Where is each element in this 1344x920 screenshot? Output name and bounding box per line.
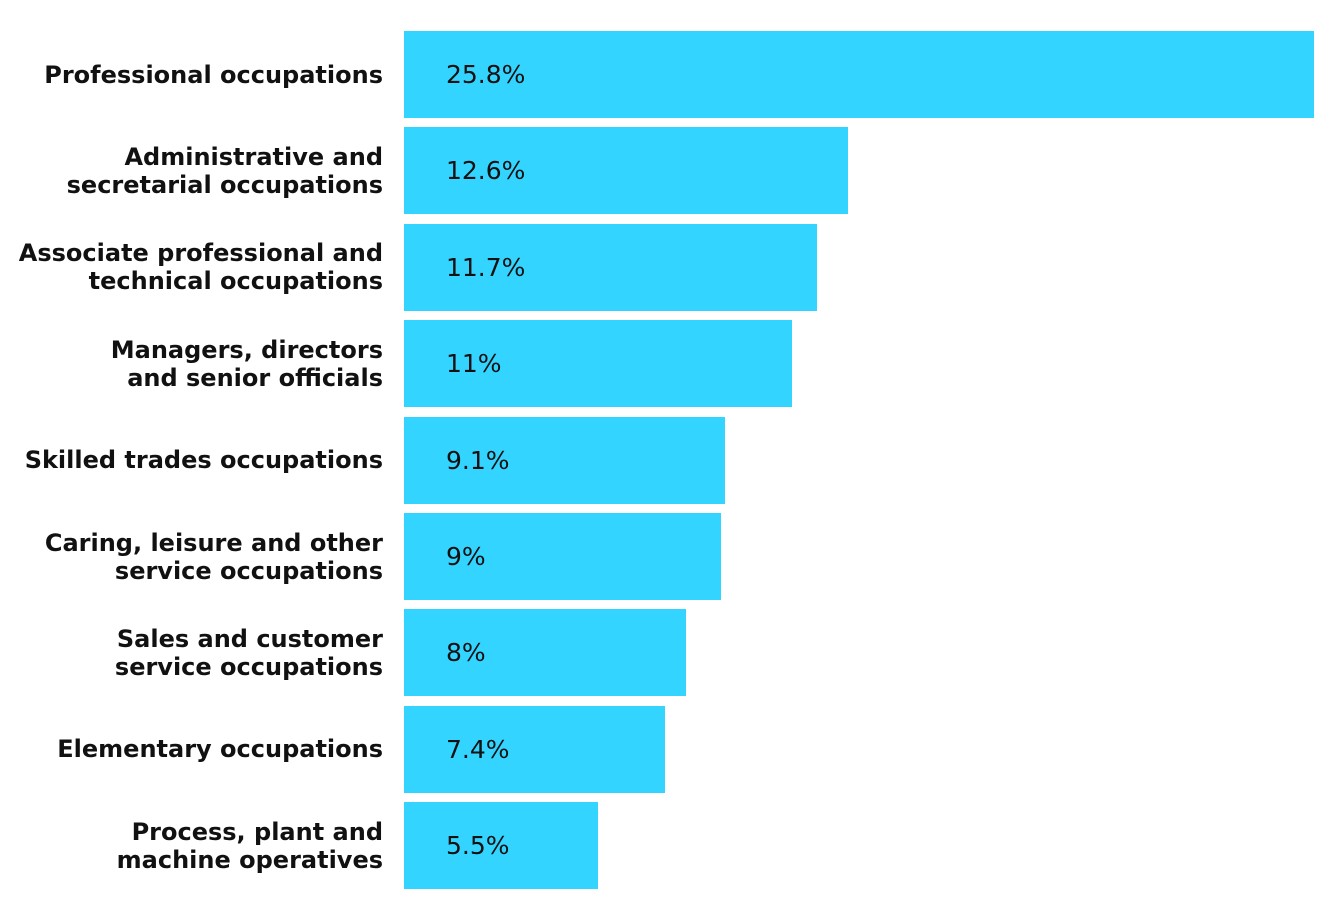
- category-label: Administrative and secretarial occupatio…: [66, 142, 383, 199]
- bar: [404, 609, 687, 697]
- bar: [404, 802, 598, 890]
- bar: [404, 705, 665, 793]
- category-label: Professional occupations: [44, 60, 383, 89]
- category-label: Caring, leisure and other service occupa…: [44, 528, 383, 585]
- bar: [404, 31, 1314, 118]
- bar: [404, 127, 849, 215]
- category-label: Skilled trades occupations: [24, 446, 383, 475]
- value-label: 8%: [446, 638, 486, 668]
- bar: [404, 416, 725, 504]
- value-label: 11.7%: [446, 252, 526, 282]
- bar: [404, 513, 722, 600]
- value-label: 25.8%: [446, 60, 526, 89]
- category-label: Associate professional and technical occ…: [18, 239, 383, 296]
- value-label: 11%: [446, 349, 502, 379]
- bar: [404, 320, 792, 408]
- value-label: 7.4%: [446, 734, 510, 764]
- category-label: Process, plant and machine operatives: [116, 817, 383, 874]
- category-label: Sales and customer service occupations: [114, 624, 383, 681]
- value-label: 9%: [446, 542, 486, 571]
- category-label: Elementary occupations: [57, 735, 383, 764]
- bar: [404, 223, 817, 311]
- value-label: 9.1%: [446, 445, 510, 475]
- value-label: 12.6%: [446, 156, 526, 186]
- category-label: Managers, directors and senior officials: [110, 335, 383, 392]
- value-label: 5.5%: [446, 831, 510, 861]
